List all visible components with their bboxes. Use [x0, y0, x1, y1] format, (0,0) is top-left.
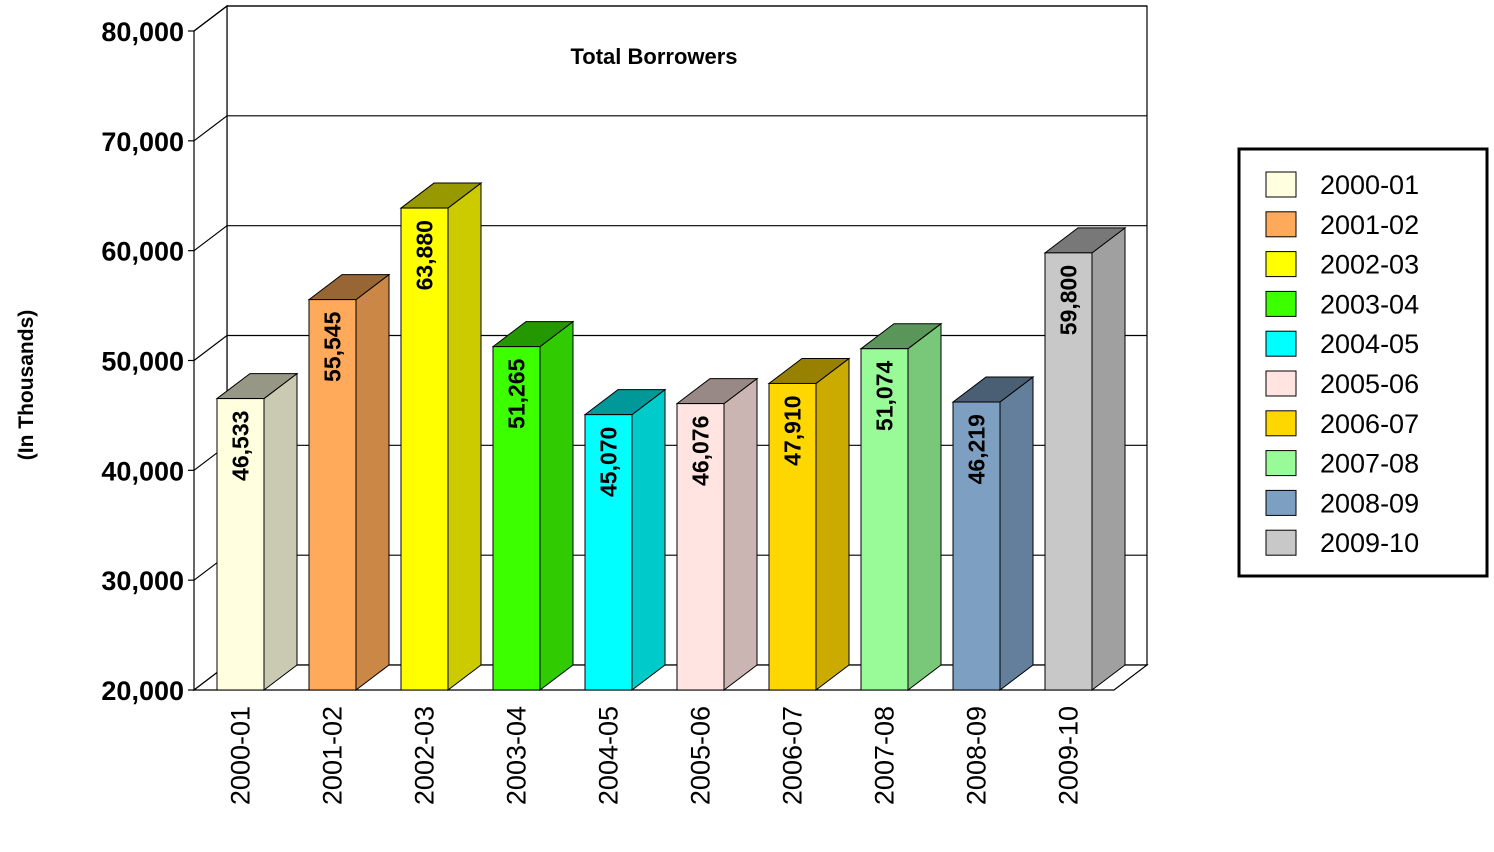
y-axis-ticks: 20,000 30,000 40,000 50,000 60,000 70,000 80,0…: [101, 17, 194, 706]
legend-item: 2008-09: [1265, 488, 1419, 518]
legend-item: 2007-08: [1265, 449, 1419, 479]
x-tick-label: 2009-10: [1054, 706, 1084, 805]
data-label: 51,074: [872, 361, 898, 432]
bar-2006-07: 47,910: [767, 357, 851, 692]
data-label: 55,545: [320, 311, 346, 382]
bar-side: [263, 372, 298, 692]
x-axis-labels: 2000-01 2001-02 2002-03 2003-04 2004-05 2005-…: [226, 706, 1084, 805]
x-tick-label: 2003-04: [502, 706, 532, 805]
bar-front: [584, 414, 633, 691]
x-tick-label: 2006-07: [778, 706, 808, 805]
bar-2003-04: 51,265: [491, 320, 575, 692]
bar-side: [447, 182, 482, 692]
gridline-side: [193, 5, 228, 32]
legend-item: 2006-07: [1265, 409, 1419, 439]
bar-side: [539, 320, 574, 692]
bar-side: [999, 376, 1034, 692]
bar-2005-06: 46,076: [675, 377, 759, 692]
bar-front: [1044, 252, 1093, 691]
bar-front: [676, 403, 725, 691]
y-tick-label: 50,000: [101, 347, 184, 377]
legend-swatch: [1265, 251, 1297, 278]
x-tick-label: 2000-01: [226, 706, 256, 805]
bar-2000-01: 46,533: [215, 372, 299, 692]
legend-swatch: [1265, 489, 1297, 516]
bar-2008-09: 46,219: [951, 376, 1035, 692]
bar-2009-10: 59,800: [1043, 226, 1127, 692]
bar-side: [723, 377, 758, 692]
data-label: 46,219: [964, 414, 990, 484]
x-tick-label: 2002-03: [410, 706, 440, 805]
y-tick-label: 60,000: [101, 237, 184, 267]
legend-label: 2002-03: [1320, 250, 1419, 280]
legend-swatch: [1265, 370, 1297, 397]
x-tick-label: 2004-05: [594, 706, 624, 805]
legend-swatch: [1265, 450, 1297, 477]
y-tick-label: 70,000: [101, 127, 184, 157]
data-label: 46,076: [688, 416, 714, 486]
data-label: 46,533: [228, 411, 254, 481]
bars: 46,533 55,545 63,880 51,265 45,070 46,076 47,9…: [215, 182, 1127, 692]
bar-2007-08: 51,074: [859, 322, 943, 692]
bar-front: [492, 346, 541, 691]
legend-label: 2007-08: [1320, 449, 1419, 479]
bar-front: [216, 398, 265, 691]
bar-side: [355, 273, 390, 692]
data-label: 63,880: [412, 220, 438, 290]
bar-front: [308, 299, 357, 691]
y-tick-label: 80,000: [101, 17, 184, 47]
legend-swatch: [1265, 330, 1297, 357]
x-tick-label: 2001-02: [318, 706, 348, 805]
legend-item: 2004-05: [1265, 329, 1419, 359]
bar-side: [631, 388, 666, 692]
legend-item: 2002-03: [1265, 250, 1419, 280]
legend-swatch: [1265, 290, 1297, 317]
legend: 2000-01 2001-02 2002-03 2003-04 2004-05 2005-…: [1237, 147, 1489, 578]
bar-2004-05: 45,070: [583, 388, 667, 692]
gridline-side: [193, 335, 228, 361]
legend-item: 2003-04: [1265, 289, 1419, 319]
data-label: 47,910: [780, 395, 806, 465]
legend-label: 2003-04: [1320, 289, 1419, 319]
data-label: 51,265: [504, 358, 530, 429]
chart-title: Total Borrowers: [570, 44, 737, 69]
x-tick-label: 2007-08: [870, 706, 900, 805]
bar-2002-03: 63,880: [399, 182, 483, 692]
x-tick-label: 2008-09: [962, 706, 992, 805]
legend-swatch: [1265, 529, 1297, 556]
gridline-side: [193, 225, 228, 252]
bar-front: [400, 207, 449, 691]
legend-label: 2005-06: [1320, 369, 1419, 399]
legend-label: 2000-01: [1320, 170, 1419, 200]
y-tick-label: 30,000: [101, 566, 184, 596]
data-label: 59,800: [1056, 265, 1082, 335]
gridline-side: [193, 115, 228, 142]
bar-side: [1091, 226, 1126, 692]
legend-item: 2000-01: [1265, 170, 1419, 200]
legend-item: 2001-02: [1265, 210, 1419, 240]
legend-label: 2001-02: [1320, 210, 1419, 240]
legend-swatch: [1265, 171, 1297, 198]
bar-side: [815, 357, 850, 692]
x-tick-label: 2005-06: [686, 706, 716, 805]
bar-front: [768, 382, 817, 691]
legend-label: 2004-05: [1320, 329, 1419, 359]
bar-front: [952, 401, 1001, 691]
legend-label: 2006-07: [1320, 409, 1419, 439]
legend-swatch: [1265, 211, 1297, 238]
legend-label: 2009-10: [1320, 528, 1419, 558]
y-axis-label: (In Thousands): [15, 310, 38, 461]
data-label: 45,070: [596, 427, 622, 497]
y-tick-label: 40,000: [101, 456, 184, 486]
legend-item: 2005-06: [1265, 369, 1419, 399]
bar-2001-02: 55,545: [307, 273, 391, 692]
legend-label: 2008-09: [1320, 488, 1419, 518]
y-tick-label: 20,000: [101, 676, 184, 706]
bar-front: [860, 348, 909, 691]
legend-swatch: [1265, 410, 1297, 437]
legend-item: 2009-10: [1265, 528, 1419, 558]
bar-side: [907, 322, 942, 692]
